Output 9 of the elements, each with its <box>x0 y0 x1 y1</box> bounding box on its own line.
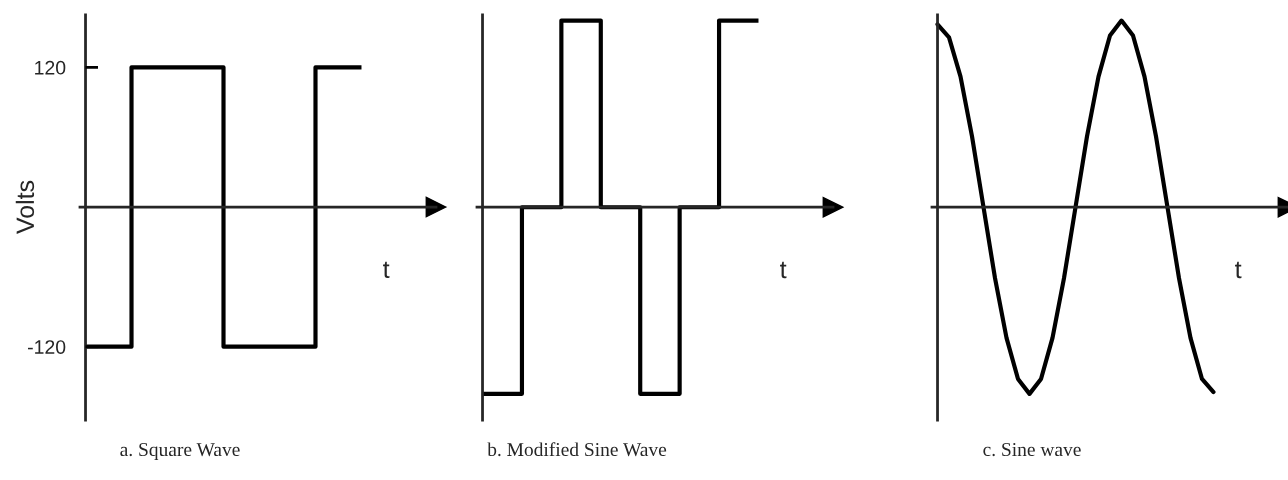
x-axis-title: t <box>1235 261 1242 279</box>
x-axis-title: t <box>780 261 787 279</box>
y-tick-label: -120 <box>28 340 66 354</box>
x-axis-title: t <box>383 261 390 278</box>
text: c. Sine wave <box>983 443 1081 457</box>
text: a. Square Wave <box>120 443 240 461</box>
y-axis-title: Volts <box>15 180 35 235</box>
text: b. Modified Sine Wave <box>487 442 667 457</box>
y-tick-label: 120 <box>35 60 66 75</box>
